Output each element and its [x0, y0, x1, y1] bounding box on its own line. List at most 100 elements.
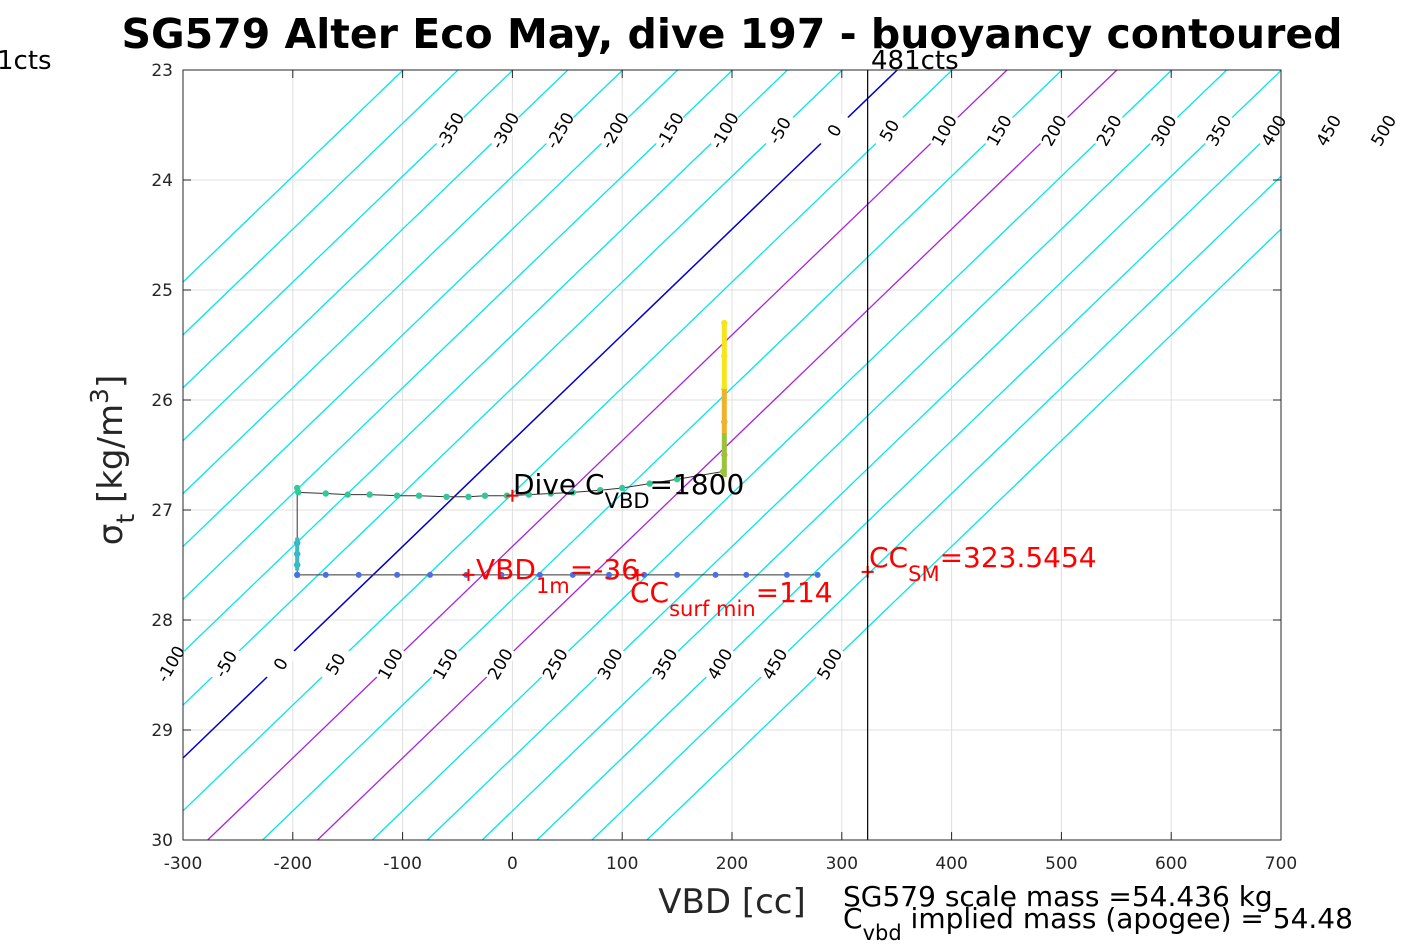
climb-point	[569, 571, 576, 578]
climb-point	[712, 571, 719, 578]
dive-point	[597, 487, 604, 494]
footer-implied-mass: Cvbd implied mass (apogee) = 54.48	[843, 902, 1353, 945]
dive-point	[415, 492, 423, 499]
contour-label-top: -300	[486, 109, 524, 153]
contour-line	[183, 70, 679, 548]
contour-label-bottom: -100	[152, 643, 190, 686]
contour-label-top: 100	[925, 109, 962, 151]
y-axis-label-sup: 3	[85, 388, 114, 404]
contour-label-top: -150	[651, 109, 689, 153]
contour-label-bottom: 400	[701, 642, 737, 685]
y-tick-label: 30	[151, 831, 173, 851]
contour-label-bottom: 50	[316, 642, 353, 685]
climb-point	[814, 571, 821, 578]
contour-label-bottom: 0	[262, 642, 298, 685]
x-tick-label: -100	[383, 854, 422, 874]
dive-point	[673, 476, 681, 483]
contour-label-top: 400	[1255, 109, 1291, 151]
x-tick-label: 500	[1045, 854, 1077, 874]
y-axis-label-unit: [kg/m	[91, 404, 131, 514]
contour-line	[183, 70, 514, 389]
climb-point	[606, 571, 613, 578]
contour-line	[183, 70, 898, 760]
dive-point	[322, 490, 329, 497]
y-axis-label: σt [kg/m3]	[85, 375, 140, 545]
contour-line	[183, 70, 459, 336]
contour-line	[481, 70, 1281, 840]
contour-label-bottom: 250	[536, 642, 573, 685]
climb-point	[294, 571, 301, 578]
dive-point	[344, 491, 351, 498]
contour-line	[183, 70, 953, 812]
contour-label-bottom: 500	[811, 642, 847, 685]
dive-point	[465, 493, 472, 500]
contour-line	[183, 70, 569, 442]
contour-label-top: -250	[541, 109, 579, 153]
annotation-cc-surf-min: CCsurf min=114	[630, 576, 833, 621]
contour-line	[536, 122, 1281, 840]
y-tick-label: 25	[151, 281, 173, 301]
contour-label-top: 50	[870, 109, 907, 151]
annotation-vbd-1m: VBD1m=-36	[476, 553, 639, 598]
contour-label-bottom: 450	[756, 642, 792, 685]
x-tick-label: 300	[826, 854, 858, 874]
contour-label-bottom: -50	[207, 642, 243, 685]
dive-point	[569, 489, 576, 496]
contour-line	[183, 70, 733, 601]
y-tick-label: 23	[151, 61, 173, 81]
contour-line	[183, 70, 624, 495]
contour-label-top: 450	[1309, 109, 1346, 151]
contour-line	[371, 70, 1173, 840]
contour-label-top: 250	[1090, 109, 1127, 151]
grid-lines	[182, 69, 1282, 841]
x-tick-label: 100	[606, 854, 638, 874]
contour-label-top: 350	[1200, 109, 1236, 151]
x-tick-label: 200	[716, 854, 748, 874]
annotation-dive-c-vbd: Dive CVBD=1800	[513, 468, 744, 513]
vertical-line-label: 481cts	[871, 46, 959, 76]
x-tick-label: 400	[935, 854, 967, 874]
climb-point	[536, 571, 543, 578]
left-edge-label: 1cts	[0, 46, 52, 76]
contour-label-top: -100	[706, 109, 744, 153]
climb-point	[498, 571, 505, 578]
contour-line	[646, 228, 1281, 840]
contour-label-top: -200	[596, 109, 634, 153]
svg-text:σt [kg/m3]: σt [kg/m3]	[85, 375, 140, 545]
dive-traces	[293, 319, 874, 581]
contour-label-bottom: 150	[426, 642, 463, 685]
dive-point	[481, 492, 489, 499]
contour-label-top: -350	[431, 109, 469, 153]
svg-text:Dive CVBD=1800: Dive CVBD=1800	[513, 468, 744, 513]
dive-point	[443, 493, 450, 500]
y-tick-label: 24	[151, 171, 173, 191]
dive-point	[619, 484, 626, 492]
x-tick-label: 600	[1155, 854, 1187, 874]
y-tick-label: 27	[151, 501, 173, 521]
dive-point	[525, 491, 533, 498]
svg-text:CCSM=323.5454: CCSM=323.5454	[869, 541, 1097, 586]
climb-point	[394, 571, 401, 578]
contour-line	[317, 70, 1118, 840]
axes: -300 -200 -100 0 100 200 300 400 500 600 700232425…	[151, 61, 1297, 874]
contour-label-bottom: 200	[481, 642, 518, 685]
x-axis-label: VBD [cc]	[658, 882, 806, 922]
x-tick-label: -300	[164, 854, 203, 874]
contour-line	[207, 70, 1008, 840]
climb-point	[322, 571, 329, 578]
contour-line	[183, 70, 843, 707]
contour-line	[183, 70, 788, 654]
contour-label-top: 200	[1035, 109, 1072, 151]
svg-text:CCsurf min=114: CCsurf min=114	[630, 576, 833, 621]
contour-label-bottom: 300	[591, 642, 628, 685]
contour-line	[591, 175, 1281, 840]
contour-label-bottom: 350	[646, 642, 683, 685]
contour-lines	[183, 70, 1281, 840]
y-tick-label: 26	[151, 391, 173, 411]
svg-text:VBD1m=-36: VBD1m=-36	[476, 553, 639, 598]
climb-point	[743, 571, 750, 578]
footer-scale-mass: SG579 scale mass =54.436 kg	[843, 880, 1273, 913]
contour-label-top: 150	[980, 109, 1017, 151]
y-tick-label: 28	[151, 611, 173, 631]
